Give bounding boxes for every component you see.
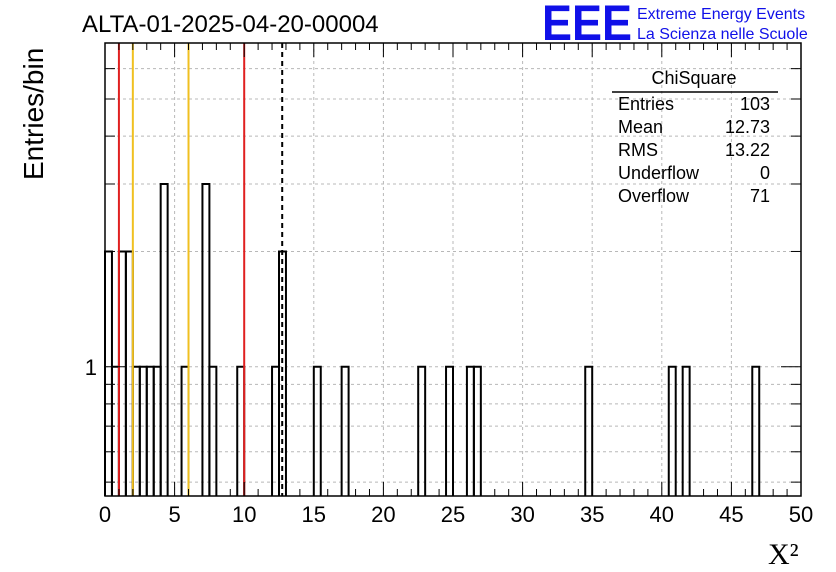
histogram-bin (584, 365, 594, 496)
histogram-bin (208, 365, 218, 496)
x-axis-label: X² (768, 538, 799, 571)
stats-value: 0 (760, 163, 770, 183)
x-tick-label: 35 (580, 502, 604, 527)
histogram-bin (138, 365, 148, 496)
stats-value: 13.22 (725, 140, 770, 160)
histogram-bin (417, 365, 427, 496)
x-tick-label: 45 (719, 502, 743, 527)
x-tick-label: 50 (789, 502, 813, 527)
y-tick-label: 1 (85, 355, 97, 380)
histogram-bin (465, 365, 475, 496)
histogram-bin (110, 365, 120, 496)
x-tick-label: 10 (232, 502, 256, 527)
y-axis-label: Entries/bin (18, 48, 49, 180)
x-tick-label: 20 (371, 502, 395, 527)
histogram-bin (271, 365, 280, 496)
histogram-bin (445, 365, 454, 496)
histogram-bin (117, 250, 127, 496)
histogram-bin (667, 365, 677, 496)
logo-line-1: Extreme Energy Events (637, 6, 805, 23)
y-tick-labels: 1 (85, 355, 97, 380)
eee-logo: EEE Extreme Energy Events La Scienza nel… (542, 0, 808, 51)
x-tick-labels: 0 5 10 15 20 25 30 35 40 45 50 (99, 502, 813, 527)
chart-title: ALTA-01-2025-04-20-00004 (82, 11, 379, 38)
histogram-bin (681, 365, 691, 496)
histogram-bin (145, 365, 155, 496)
histogram-bin (124, 250, 134, 496)
histogram-bin (152, 365, 162, 496)
stats-value: 71 (750, 186, 770, 206)
stats-box: ChiSquare Entries 103 Mean 12.73 RMS 13.22 Und… (612, 68, 778, 206)
histogram-bin (340, 365, 350, 496)
stats-label: Entries (618, 94, 674, 114)
axis-ticks (104, 42, 802, 496)
histogram-bin (159, 182, 169, 496)
histogram-bin (236, 365, 246, 496)
stats-value: 103 (740, 94, 770, 114)
histogram-bins (104, 182, 761, 496)
histogram-bin (751, 365, 761, 496)
stats-label: RMS (618, 140, 658, 160)
stats-label: Mean (618, 117, 663, 137)
histogram-bin (180, 365, 190, 496)
stats-label: Underflow (618, 163, 700, 183)
histogram-bin (104, 250, 113, 496)
x-tick-label: 30 (510, 502, 534, 527)
logo-mark: EEE (542, 0, 632, 51)
reference-lines (117, 43, 284, 496)
x-tick-label: 25 (441, 502, 465, 527)
x-tick-label: 0 (99, 502, 111, 527)
logo-line-2: La Scienza nelle Scuole (637, 26, 808, 43)
histogram-bin (472, 365, 482, 496)
x-tick-label: 40 (650, 502, 674, 527)
stats-label: Overflow (618, 186, 690, 206)
stats-rows: Entries 103 Mean 12.73 RMS 13.22 Underflow 0 Ove… (618, 94, 770, 206)
histogram-bin (131, 365, 141, 496)
stats-value: 12.73 (725, 117, 770, 137)
x-tick-label: 5 (168, 502, 180, 527)
histogram-bin (201, 182, 211, 496)
stats-title: ChiSquare (651, 68, 736, 88)
x-tick-label: 15 (302, 502, 326, 527)
histogram-bin (312, 365, 322, 496)
